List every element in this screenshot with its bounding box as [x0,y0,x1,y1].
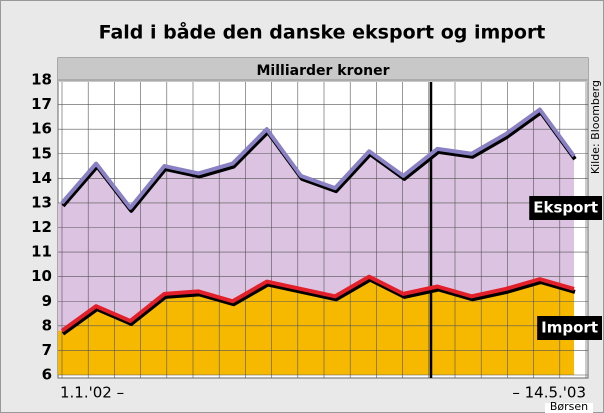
y-tick-label: 15 [31,144,52,162]
y-tick-label: 10 [31,267,52,285]
y-tick-label: 11 [31,243,52,261]
y-tick-label: 7 [42,341,52,359]
y-tick-label: 18 [31,71,52,89]
subtitle-band [58,58,588,82]
y-tick-label: 12 [31,218,52,236]
line [60,107,576,210]
credit-box [545,403,593,413]
series-label: Import [541,319,598,337]
series-label-box [529,196,602,220]
subtitle: Milliarder kroner [257,63,390,79]
x-tick-label: – 14.5.'03 [512,384,586,402]
source: Kilde: Bloomberg [589,80,602,174]
chart-title: Fald i både den danske eksport og import [99,20,546,44]
y-tick-label: 17 [31,95,52,113]
series-label-box [537,316,602,340]
credit: Børsen [550,400,588,413]
line [60,274,575,333]
series-label: Eksport [533,199,598,217]
y-tick-label: 8 [42,316,52,334]
y-tick-label: 6 [42,366,52,384]
y-tick-label: 9 [42,292,52,310]
y-tick-label: 13 [31,193,52,211]
y-tick-label: 14 [31,169,52,187]
x-tick-label: 1.1.'02 – [60,384,124,402]
line-shadow [61,110,577,213]
line-shadow [61,277,576,336]
y-tick-label: 16 [31,120,52,138]
